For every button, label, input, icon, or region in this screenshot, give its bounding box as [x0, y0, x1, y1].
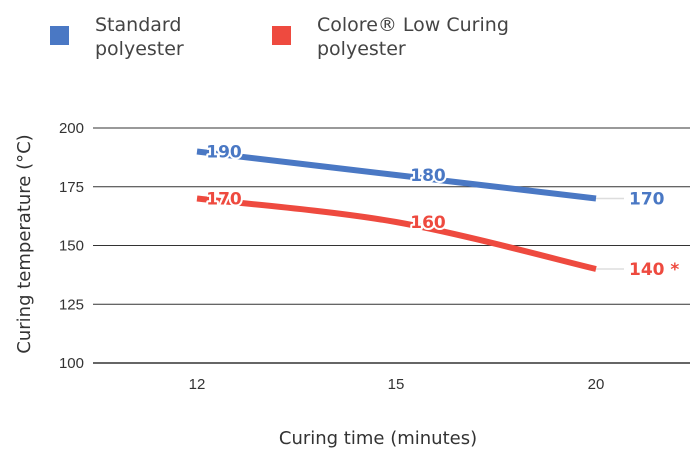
data-label: 170 — [629, 190, 665, 210]
y-tick-175: 175 — [59, 179, 84, 196]
series-line-1 — [196, 148, 597, 202]
y-axis-title: Curing temperature (°C) — [14, 134, 35, 353]
x-axis-title: Curing time (minutes) — [279, 428, 477, 449]
y-axis-ticks: 100 125 150 175 200 — [59, 120, 84, 372]
legend-label-1: Standard polyester — [95, 14, 184, 60]
y-tick-150: 150 — [59, 238, 84, 255]
x-axis-ticks: 12 15 20 — [189, 376, 605, 393]
legend-swatch-1 — [50, 26, 69, 45]
x-tick-12: 12 — [189, 376, 206, 393]
legend-swatch-2 — [272, 26, 291, 45]
gridlines — [93, 127, 690, 364]
legend: Standard polyester Colore® Low Curing polye… — [50, 14, 509, 60]
series-lines — [196, 148, 597, 272]
data-labels: 190 180 170 170 160 140 * — [204, 141, 679, 281]
series-line-2 — [196, 195, 597, 272]
y-tick-125: 125 — [59, 296, 84, 313]
data-label: 170 — [206, 190, 242, 210]
x-tick-20: 20 — [588, 376, 605, 393]
data-label: 140 * — [629, 260, 679, 280]
data-label: 190 — [206, 143, 242, 163]
data-label: 160 — [410, 213, 446, 233]
legend-label-2: Colore® Low Curing polyester — [317, 14, 509, 60]
data-label: 180 — [410, 166, 446, 186]
y-tick-100: 100 — [59, 355, 84, 372]
y-tick-200: 200 — [59, 120, 84, 137]
x-tick-15: 15 — [388, 376, 405, 393]
